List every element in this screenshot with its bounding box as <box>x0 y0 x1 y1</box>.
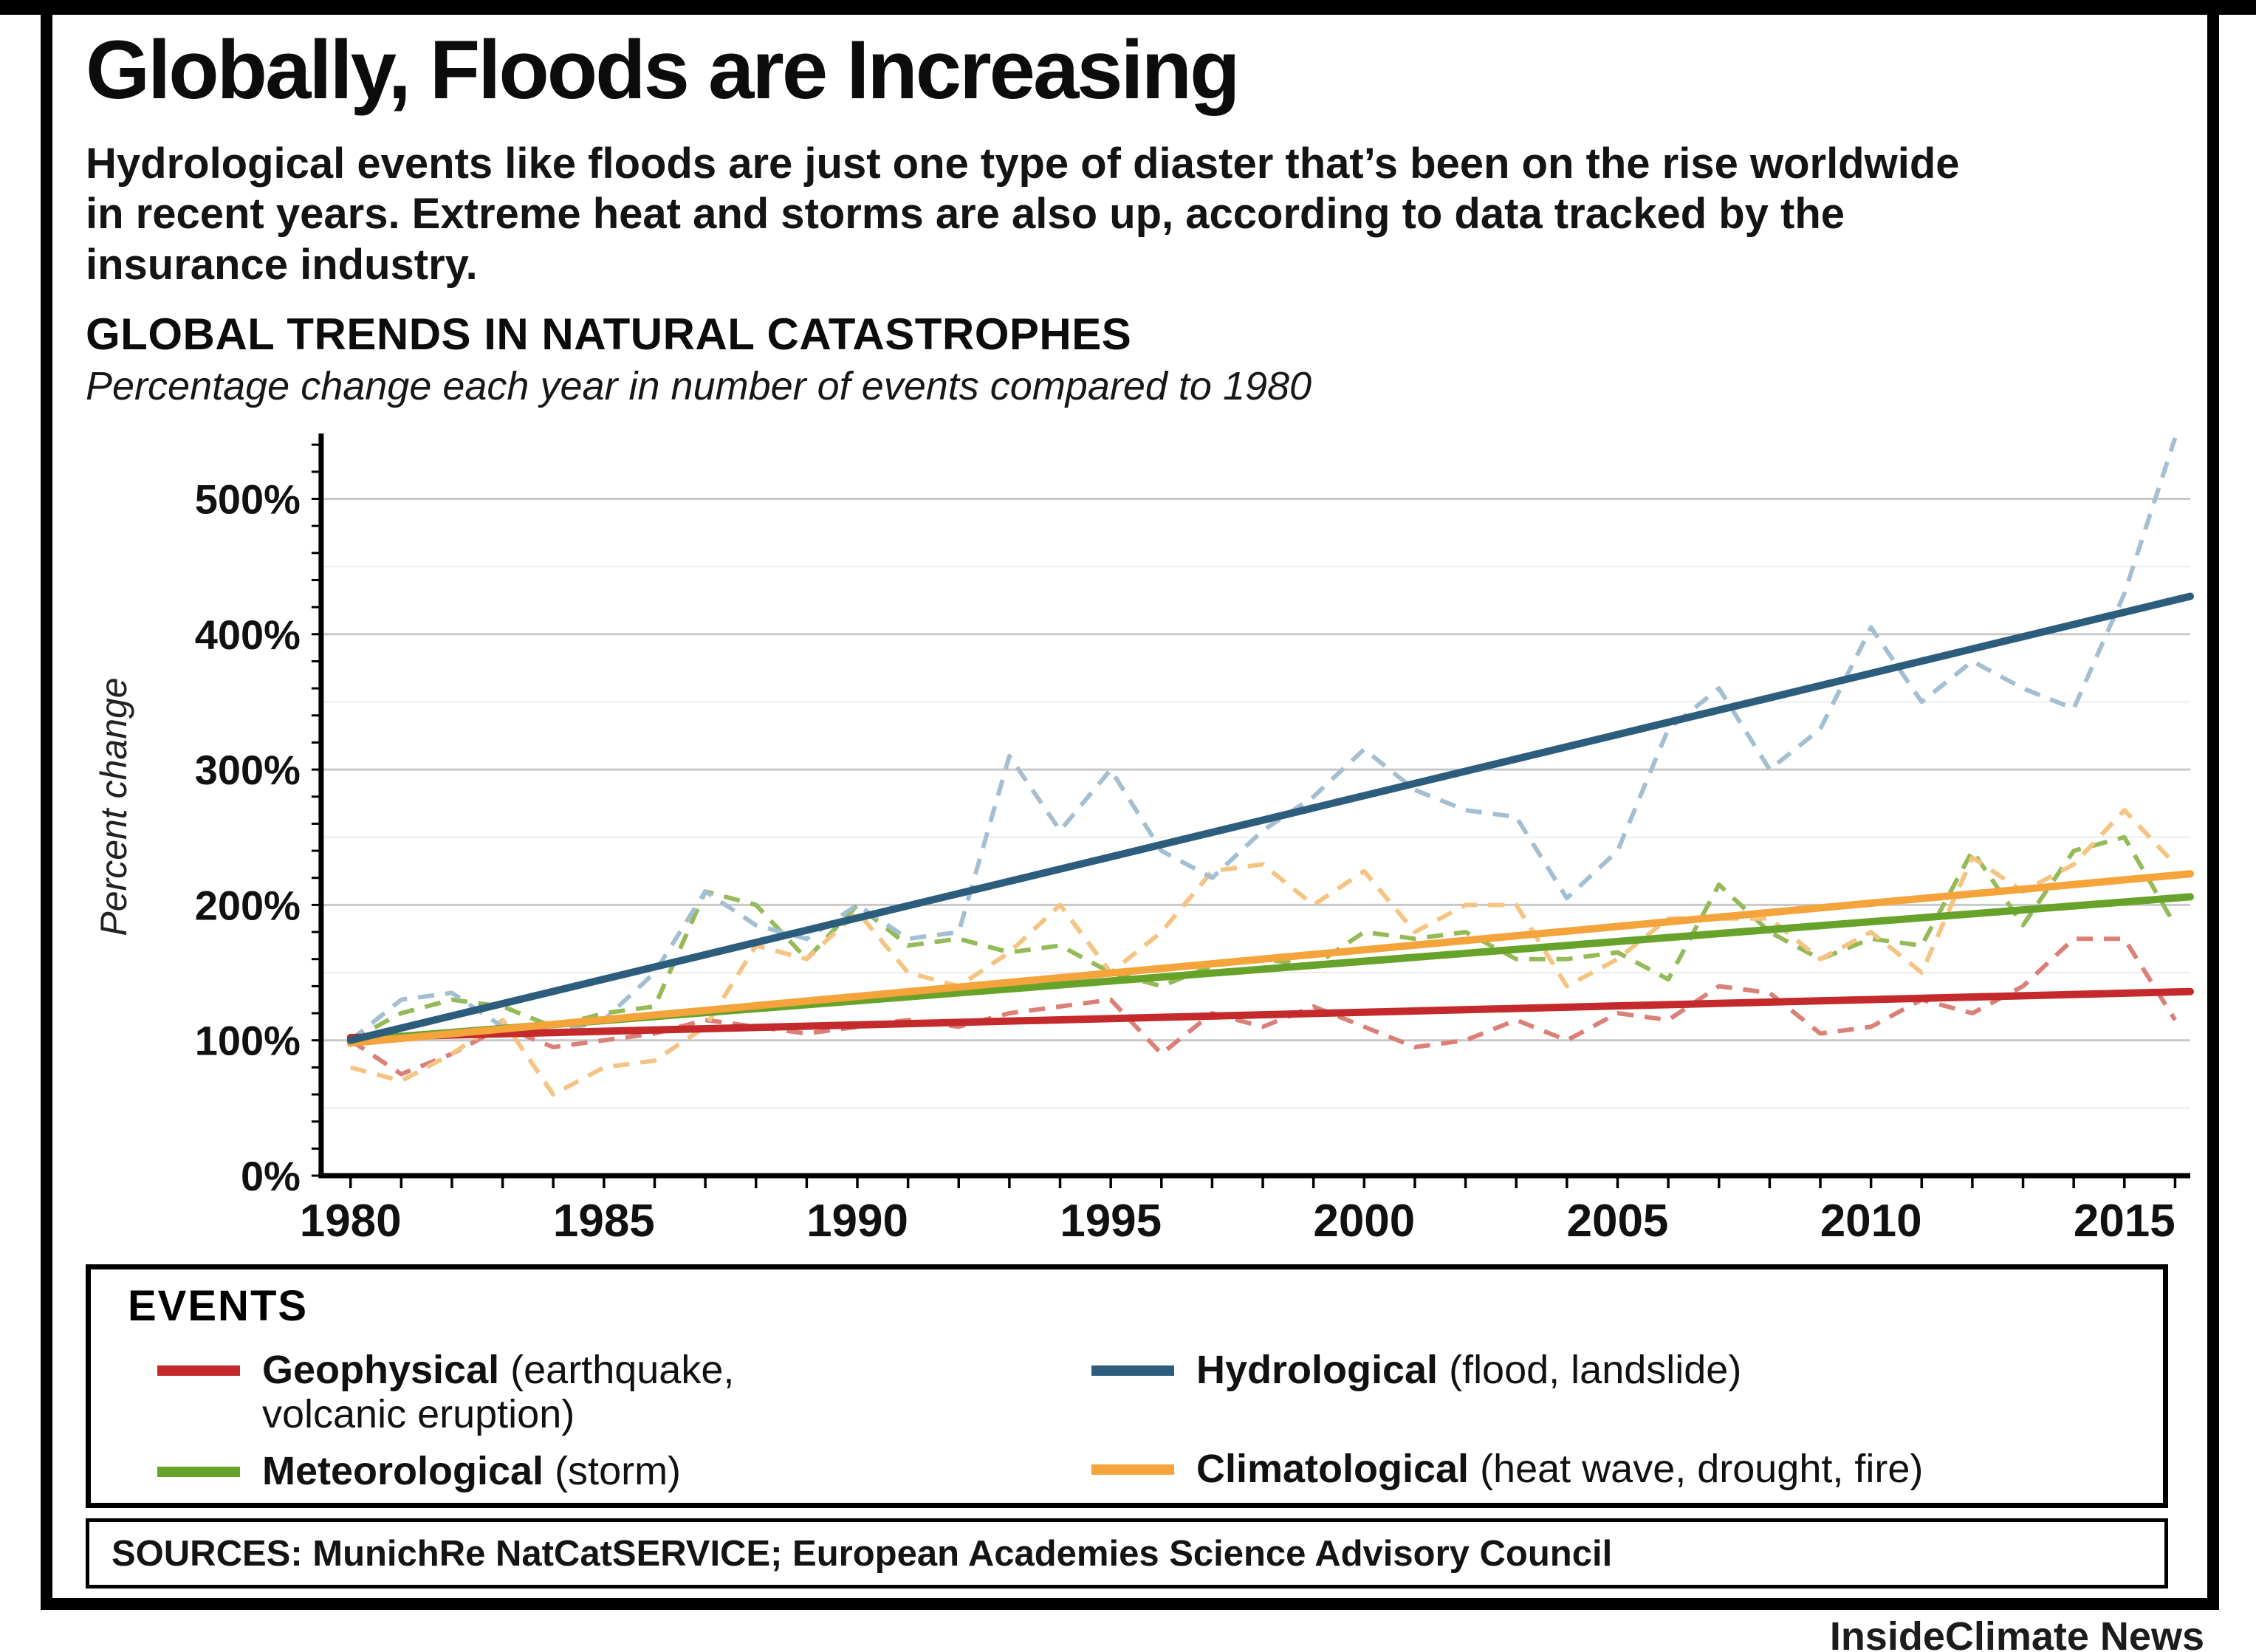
legend-item-text: Climatological (heat wave, drought, fire… <box>1196 1447 1923 1491</box>
sources-box: SOURCES: MunichRe NatCatSERVICE; Europea… <box>86 1518 2168 1588</box>
legend-item-desc: (earthquake, volcanic eruption) <box>262 1348 735 1437</box>
intro-text: Hydrological events like floods are just… <box>86 140 1960 289</box>
svg-text:2005: 2005 <box>1567 1196 1669 1247</box>
legend-item-text: Hydrological (flood, landslide) <box>1196 1348 1741 1392</box>
legend-item-geophysical: Geophysical (earthquake, volcanic erupti… <box>157 1348 794 1437</box>
content-frame: Globally, Floods are Increasing Hydrolog… <box>41 15 2219 1610</box>
hydrological-color-swatch <box>1091 1365 1174 1376</box>
meteorological-color-swatch <box>157 1466 240 1477</box>
legend-item-desc: (flood, landslide) <box>1449 1348 1742 1392</box>
legend-item-name: Hydrological <box>1196 1348 1439 1392</box>
chart-title: GLOBAL TRENDS IN NATURAL CATASTROPHES <box>86 309 1132 359</box>
trends-line-chart: 0% 100% 200% 300% 400% 500% 1980 1985 1990 1995 20… <box>93 433 2195 1247</box>
svg-text:Percent change: Percent change <box>93 677 134 936</box>
legend-column-left: Geophysical (earthquake, volcanic erupti… <box>157 1348 794 1505</box>
svg-text:0%: 0% <box>241 1153 301 1199</box>
credit-text: InsideClimate News <box>1829 1614 2204 1652</box>
sources-text: SOURCES: MunichRe NatCatSERVICE; Europea… <box>112 1533 1613 1574</box>
chart-subtitle: Percentage change each year in number of… <box>86 364 1312 408</box>
legend-item-meteorological: Meteorological (storm) <box>157 1449 794 1493</box>
legend-title: EVENTS <box>128 1282 309 1330</box>
legend-item-name: Geophysical <box>262 1348 500 1392</box>
svg-text:2010: 2010 <box>1820 1196 1922 1247</box>
svg-text:1980: 1980 <box>300 1196 402 1247</box>
legend: EVENTS Geophysical (earthquake, volcanic… <box>86 1264 2168 1508</box>
top-border <box>0 0 2256 15</box>
page-title: Globally, Floods are Increasing <box>86 24 1240 116</box>
legend-column-right: Hydrological (flood, landslide) Climatol… <box>1091 1348 1923 1504</box>
legend-item-text: Geophysical (earthquake, volcanic erupti… <box>262 1348 794 1437</box>
svg-text:200%: 200% <box>195 882 301 928</box>
svg-text:1990: 1990 <box>806 1196 908 1247</box>
svg-text:2000: 2000 <box>1313 1196 1415 1247</box>
legend-item-name: Meteorological <box>262 1448 544 1493</box>
climatological-color-swatch <box>1091 1464 1174 1476</box>
svg-text:300%: 300% <box>195 747 301 793</box>
legend-item-desc: (heat wave, drought, fire) <box>1480 1447 1924 1492</box>
svg-text:1995: 1995 <box>1060 1196 1162 1247</box>
legend-item-name: Climatological <box>1196 1447 1470 1492</box>
svg-text:2015: 2015 <box>2074 1196 2176 1247</box>
svg-text:100%: 100% <box>195 1018 301 1064</box>
geophysical-color-swatch <box>157 1365 240 1376</box>
legend-item-climatological: Climatological (heat wave, drought, fire… <box>1091 1447 1923 1491</box>
svg-text:1985: 1985 <box>553 1196 655 1247</box>
legend-item-hydrological: Hydrological (flood, landslide) <box>1091 1348 1923 1392</box>
legend-item-desc: (storm) <box>555 1448 682 1493</box>
svg-text:500%: 500% <box>195 476 301 522</box>
legend-item-text: Meteorological (storm) <box>262 1449 681 1493</box>
svg-text:400%: 400% <box>195 611 301 658</box>
